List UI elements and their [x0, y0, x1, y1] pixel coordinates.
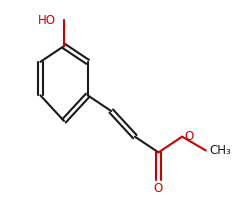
Text: HO: HO — [38, 14, 56, 27]
Text: CH₃: CH₃ — [210, 144, 231, 157]
Text: O: O — [154, 182, 163, 195]
Text: O: O — [184, 130, 193, 143]
